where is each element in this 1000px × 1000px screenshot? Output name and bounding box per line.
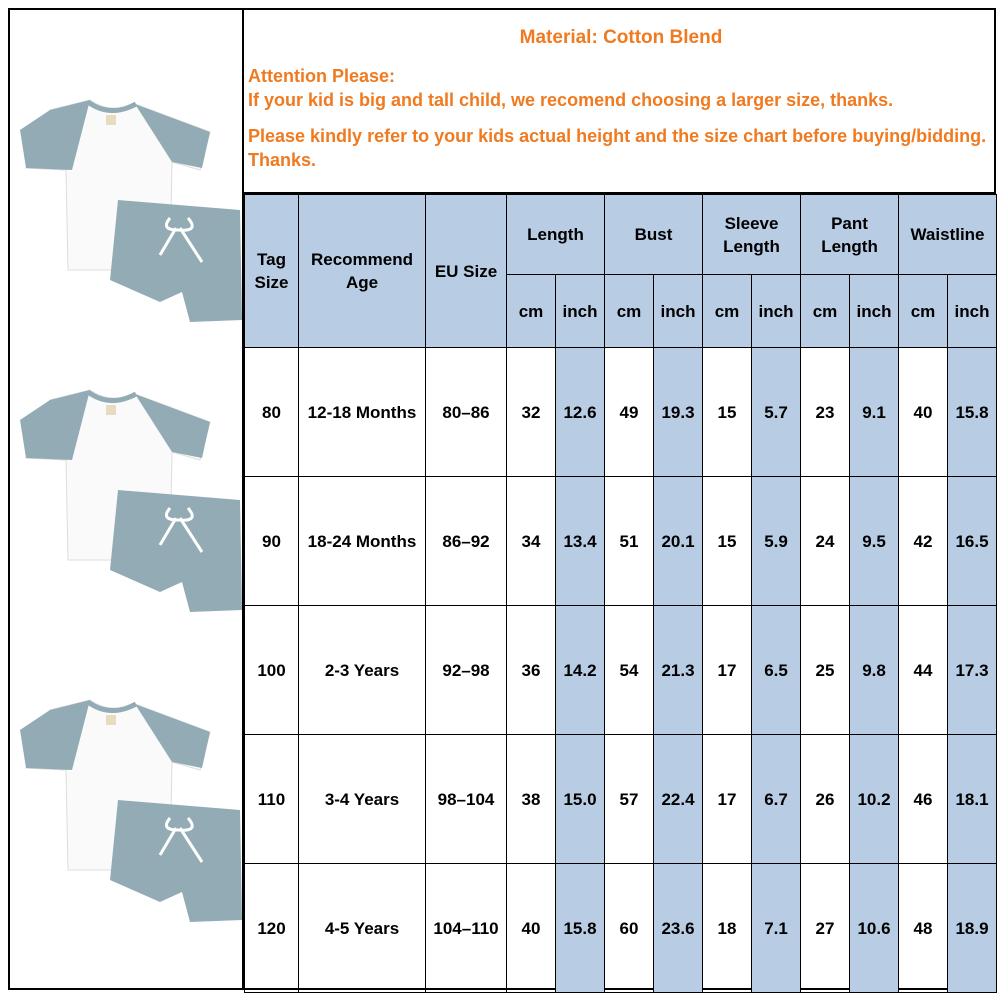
- header-eu-size: EU Size: [425, 194, 507, 348]
- table-cell: 21.3: [653, 605, 703, 735]
- header-tag-size: Tag Size: [244, 194, 299, 348]
- table-cell: 23: [800, 347, 851, 477]
- table-cell: 42: [898, 476, 949, 606]
- table-cell: 9.1: [849, 347, 900, 477]
- table-cell: 38: [506, 734, 556, 864]
- table-cell: 3-4 Years: [298, 734, 426, 864]
- header-unit-cm: cm: [800, 274, 851, 348]
- table-row: 120 4-5 Years 104–110 40 15.8 60 23.6 18 7.1 27 10…: [244, 863, 998, 993]
- table-cell: 22.4: [653, 734, 703, 864]
- table-cell: 24: [800, 476, 851, 606]
- table-cell: 36: [506, 605, 556, 735]
- table-cell: 80: [244, 347, 299, 477]
- table-cell: 49: [604, 347, 654, 477]
- table-row: 90 18-24 Months 86–92 34 13.4 51 20.1 15 5.9 24 9.…: [244, 476, 998, 606]
- table-cell: 27: [800, 863, 851, 993]
- table-cell: 9.8: [849, 605, 900, 735]
- header-unit-cm: cm: [506, 274, 556, 348]
- refer-text: Please kindly refer to your kids actual …: [248, 126, 987, 170]
- table-cell: 57: [604, 734, 654, 864]
- header-sleeve-length: Sleeve Length: [701, 194, 802, 275]
- size-chart: Material: Cotton Blend Attention Please:…: [8, 8, 998, 993]
- table-cell: 86–92: [425, 476, 507, 606]
- table-cell: 104–110: [425, 863, 507, 993]
- header-unit-inch: inch: [653, 274, 703, 348]
- table-cell: 15.8: [947, 347, 998, 477]
- table-cell: 10.2: [849, 734, 900, 864]
- header-unit-cm: cm: [898, 274, 949, 348]
- table-cell: 10.6: [849, 863, 900, 993]
- attention-text: If your kid is big and tall child, we re…: [248, 90, 894, 110]
- outfit-image: [10, 360, 244, 612]
- table-cell: 80–86: [425, 347, 507, 477]
- product-images: [10, 10, 244, 988]
- table-cell: 18.9: [947, 863, 998, 993]
- header-age: Recommend Age: [298, 194, 426, 348]
- table-row: 80 12-18 Months 80–86 32 12.6 49 19.3 15 5.7 23 9.…: [244, 347, 998, 477]
- table-cell: 51: [604, 476, 654, 606]
- header-length: Length: [506, 194, 605, 275]
- table-cell: 26: [800, 734, 851, 864]
- outfit-image: [10, 670, 244, 922]
- table-cell: 9.5: [849, 476, 900, 606]
- table-cell: 54: [604, 605, 654, 735]
- table-cell: 100: [244, 605, 299, 735]
- header-waistline: Waistline: [898, 194, 998, 275]
- table-cell: 19.3: [653, 347, 703, 477]
- header-unit-inch: inch: [750, 274, 802, 348]
- table-cell: 17: [702, 605, 752, 735]
- table-cell: 14.2: [555, 605, 605, 735]
- header-pant-length: Pant Length: [800, 194, 900, 275]
- table-cell: 7.1: [750, 863, 802, 993]
- header-unit-inch: inch: [947, 274, 998, 348]
- table-cell: 4-5 Years: [298, 863, 426, 993]
- header-unit-cm: cm: [604, 274, 654, 348]
- table-row: 100 2-3 Years 92–98 36 14.2 54 21.3 17 6.5 25 9.8 4…: [244, 605, 998, 735]
- table-cell: 25: [800, 605, 851, 735]
- table-cell: 18.1: [947, 734, 998, 864]
- table-cell: 120: [244, 863, 299, 993]
- table-row: 110 3-4 Years 98–104 38 15.0 57 22.4 17 6.7 26 10.…: [244, 734, 998, 864]
- table-cell: 40: [506, 863, 556, 993]
- table-cell: 6.7: [750, 734, 802, 864]
- table-cell: 2-3 Years: [298, 605, 426, 735]
- table-cell: 23.6: [653, 863, 703, 993]
- attention-title: Attention Please:: [248, 66, 396, 86]
- table-cell: 17: [702, 734, 752, 864]
- table-cell: 34: [506, 476, 556, 606]
- outfit-image: [10, 70, 244, 322]
- table-cell: 32: [506, 347, 556, 477]
- notes-panel: Material: Cotton Blend Attention Please:…: [244, 10, 994, 194]
- size-table: Tag Size Recommend Age EU Size Length Bu…: [244, 194, 998, 993]
- header-unit-cm: cm: [702, 274, 752, 348]
- table-cell: 90: [244, 476, 299, 606]
- table-cell: 18-24 Months: [298, 476, 426, 606]
- table-cell: 48: [898, 863, 949, 993]
- table-cell: 5.7: [750, 347, 802, 477]
- table-cell: 40: [898, 347, 949, 477]
- table-cell: 20.1: [653, 476, 703, 606]
- table-cell: 44: [898, 605, 949, 735]
- table-cell: 98–104: [425, 734, 507, 864]
- table-cell: 16.5: [947, 476, 998, 606]
- table-cell: 15.0: [555, 734, 605, 864]
- header-unit-inch: inch: [555, 274, 605, 348]
- table-cell: 12-18 Months: [298, 347, 426, 477]
- table-cell: 17.3: [947, 605, 998, 735]
- table-cell: 15: [702, 476, 752, 606]
- table-cell: 110: [244, 734, 299, 864]
- table-cell: 6.5: [750, 605, 802, 735]
- header-unit-inch: inch: [849, 274, 900, 348]
- material-text: Material: Cotton Blend: [519, 27, 723, 48]
- table-cell: 5.9: [750, 476, 802, 606]
- table-cell: 12.6: [555, 347, 605, 477]
- table-cell: 15.8: [555, 863, 605, 993]
- table-cell: 13.4: [555, 476, 605, 606]
- table-cell: 18: [702, 863, 752, 993]
- table-cell: 92–98: [425, 605, 507, 735]
- header-bust: Bust: [604, 194, 703, 275]
- table-cell: 60: [604, 863, 654, 993]
- table-cell: 46: [898, 734, 949, 864]
- table-cell: 15: [702, 347, 752, 477]
